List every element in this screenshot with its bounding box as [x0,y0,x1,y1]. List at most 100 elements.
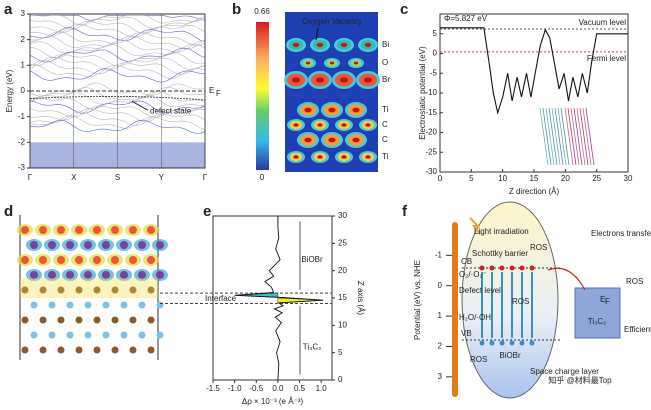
charge-curve [234,216,324,381]
x-axis-label: Z direction (Å) [509,187,560,196]
atom [66,301,74,309]
atom [129,346,137,354]
annotation: ROS [530,243,547,252]
atom [147,256,155,264]
atom [93,286,101,294]
x-tick-label: 0.5 [294,384,306,393]
atom [84,271,92,279]
atom [57,226,65,234]
annotation: Schottky barrier [472,249,528,258]
fermi-label-sub: F [216,89,221,98]
x-tick-label: 0 [438,174,443,183]
atom [111,316,119,324]
x-tick-label: 10 [498,174,507,183]
vacuum-label: Vacuum level [579,18,627,27]
electron [529,265,535,271]
x-tick-label: Y [159,173,165,182]
atom-label: C [382,120,388,129]
colorbar-max: 0.66 [254,7,270,16]
y-axis-label: Z axis (Å) [356,281,365,316]
atom [48,301,56,309]
y-axis-label: Energy (eV) [5,69,14,112]
electron [509,265,515,271]
density-peak [340,42,348,48]
atom [129,316,137,324]
atom [147,226,155,234]
y-tick-label: 2 [21,35,26,44]
annotation: Φ=5.827 eV [444,14,488,23]
structure [542,107,552,166]
panel-label: f [402,203,408,220]
material-label: BiOBr [499,351,521,360]
atom [75,226,83,234]
hole [509,340,515,346]
atom [120,241,128,249]
atom [21,316,29,324]
atom [48,271,56,279]
y-tick-label: -1 [435,250,443,259]
density-peak [328,137,336,143]
panel-label: d [4,203,13,220]
atom [93,316,101,324]
y-tick-label: -2 [18,137,26,146]
y-tick-label: 0 [21,86,26,95]
potential-bar [452,222,458,397]
electron [489,265,495,271]
atom [138,241,146,249]
atom [102,271,110,279]
y-tick-label: -20 [425,128,437,137]
atom [156,271,164,279]
structure [539,107,549,166]
y-tick-label: 10 [338,320,347,329]
density-peak [329,61,335,65]
atom [156,241,164,249]
y-tick-label: 3 [438,372,443,381]
ti3c2-block [574,287,621,339]
atom [75,346,83,354]
x-tick-label: 1.0 [316,384,328,393]
structure [570,107,580,166]
atom [111,286,119,294]
material-label: Ti₃C₂ [588,317,607,326]
atom [102,331,110,339]
panel-label: b [232,1,241,18]
atom [138,271,146,279]
atom [21,286,29,294]
structure [573,107,583,166]
density-peak [352,137,360,143]
fermi-label: E [600,295,605,304]
x-tick-label: 5 [469,174,474,183]
atom [39,286,47,294]
arrow [315,27,319,41]
plot-frame [439,13,629,173]
annotation: Oxygen Vacancy [302,17,362,26]
y-tick-label: 20 [338,266,347,275]
atom-label: Bi [382,40,389,49]
annotation: Light irradiation [474,227,529,236]
atom-label: Br [382,75,390,84]
density-peak [293,123,299,127]
atom [21,346,29,354]
y-tick-label: 0 [433,49,438,58]
y-tick-label: -15 [425,108,437,117]
atom [75,256,83,264]
density-peak [315,77,325,83]
structure [567,107,577,166]
density-peak [305,61,311,65]
y-tick-label: -1 [18,112,26,121]
atom [48,331,56,339]
density-peak [353,61,359,65]
atom [129,256,137,264]
x-axis-label: Δρ × 10⁻³ (e Å⁻³) [242,397,304,406]
density-peak [293,155,299,159]
x-tick-label: 25 [592,174,601,183]
x-tick-label: -1.0 [228,384,242,393]
atom [111,256,119,264]
atom [120,301,128,309]
atom [156,301,164,309]
annotation: Defect level [459,286,501,295]
y-tick-label: 25 [338,238,347,247]
y-axis-label: Potential (eV) vs. NHE [413,260,422,340]
atom [30,331,38,339]
